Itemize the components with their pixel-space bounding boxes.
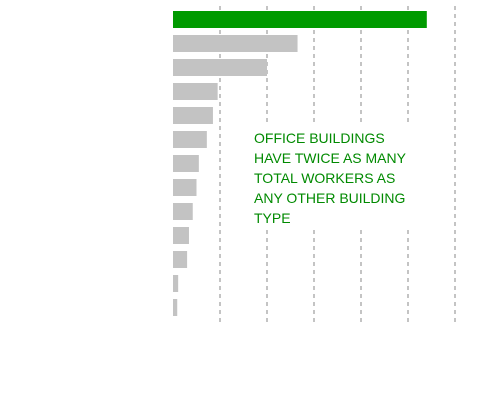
bar-series <box>173 11 427 316</box>
bar <box>173 131 207 148</box>
bar <box>173 179 197 196</box>
bar <box>173 275 179 292</box>
bar <box>173 155 199 172</box>
bar <box>173 59 267 76</box>
bar <box>173 107 213 124</box>
bar <box>173 299 178 316</box>
bar <box>173 227 189 244</box>
bar <box>173 83 218 100</box>
chart-annotation: OFFICE BUILDINGS HAVE TWICE AS MANY TOTA… <box>248 126 446 230</box>
bar <box>173 251 188 268</box>
bar <box>173 203 193 220</box>
bar-highlight <box>173 11 427 28</box>
bar <box>173 35 298 52</box>
